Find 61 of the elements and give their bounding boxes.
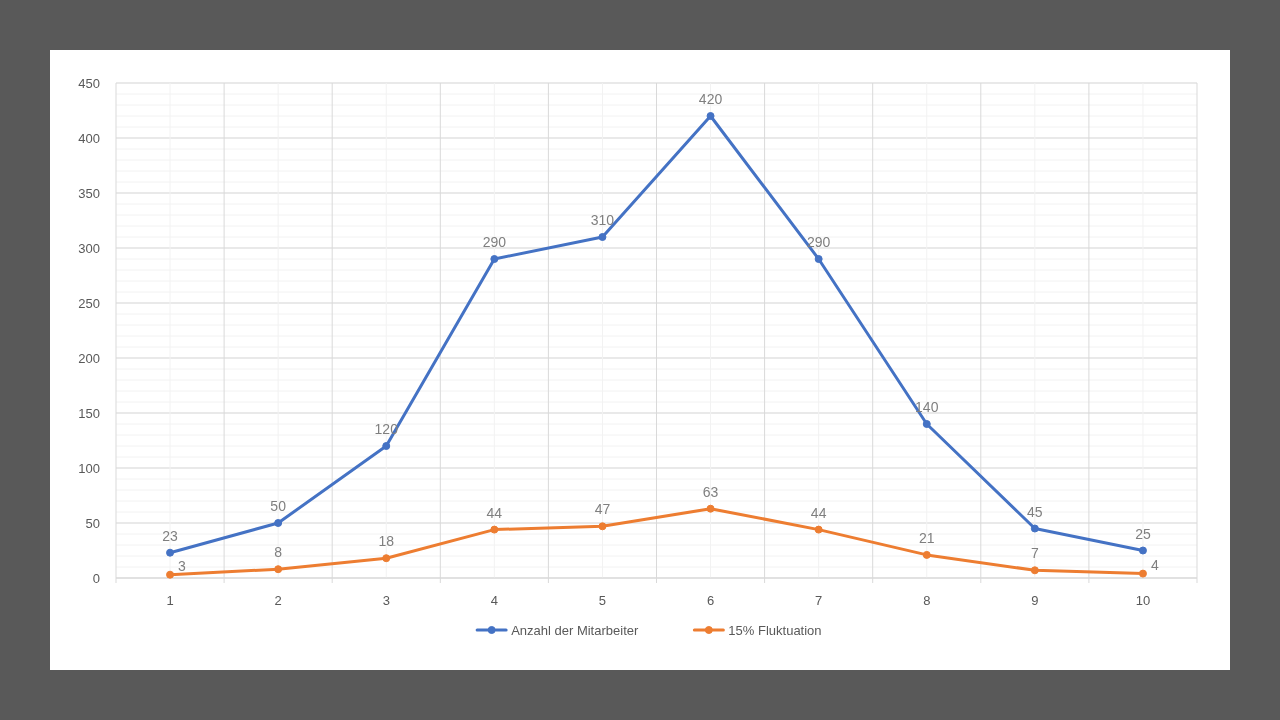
x-tick-label: 4 [490,593,498,608]
y-tick-label: 150 [78,405,100,421]
y-tick-label: 250 [78,295,100,311]
data-label: 50 [270,498,287,514]
y-tick-label: 300 [78,240,100,256]
data-label: 290 [482,234,507,250]
x-tick-label: 1 [166,593,174,608]
point [1138,546,1147,555]
point [274,519,283,527]
data-label: 3 [178,557,187,574]
data-label: 310 [590,212,615,228]
point [922,550,931,559]
y-tick-label: 450 [78,75,100,91]
y-tick-label: 100 [78,460,100,476]
x-tick-label: 5 [598,593,607,608]
y-tick-label: 350 [78,185,100,201]
data-label: 44 [486,504,503,521]
data-label: 18 [378,533,395,550]
point [706,504,715,513]
point [490,255,499,263]
data-label: 47 [594,501,611,518]
point [274,565,283,574]
y-tick-label: 400 [78,130,100,146]
point [166,548,175,557]
point [382,442,391,450]
y-tick-label: 0 [92,570,100,586]
point [598,522,607,531]
data-label: 140 [915,399,939,415]
x-tick-label: 10 [1135,593,1151,608]
point [1138,569,1147,578]
point [598,233,607,241]
x-tick-label: 3 [382,593,390,608]
data-label: 290 [806,234,831,250]
point [490,525,499,534]
data-label: 21 [918,529,935,546]
point [922,420,931,428]
x-tick-label: 2 [274,593,282,608]
point [706,112,715,120]
data-label: 44 [810,504,827,521]
point [166,570,175,579]
y-tick-label: 50 [85,515,100,531]
data-label: 7 [1030,545,1039,562]
data-label: 8 [274,544,283,561]
point [814,525,823,534]
data-label: 45 [1027,503,1043,520]
point [1030,566,1039,575]
data-label: 420 [698,91,723,107]
data-label: 25 [1135,525,1151,542]
data-label: 4 [1150,556,1159,573]
legend-label: Anzahl der Mitarbeiter [511,623,639,638]
y-tick-label: 200 [78,350,100,366]
point [382,554,391,563]
legend-label: 15% Fluktuation [728,623,822,638]
x-tick-label: 9 [1031,593,1039,608]
data-label: 63 [702,483,719,500]
x-tick-label: 8 [923,593,931,608]
x-tick-label: 6 [706,593,715,608]
point [814,255,823,263]
x-tick-label: 7 [815,593,823,608]
data-label: 23 [162,527,179,544]
point [1030,524,1039,533]
